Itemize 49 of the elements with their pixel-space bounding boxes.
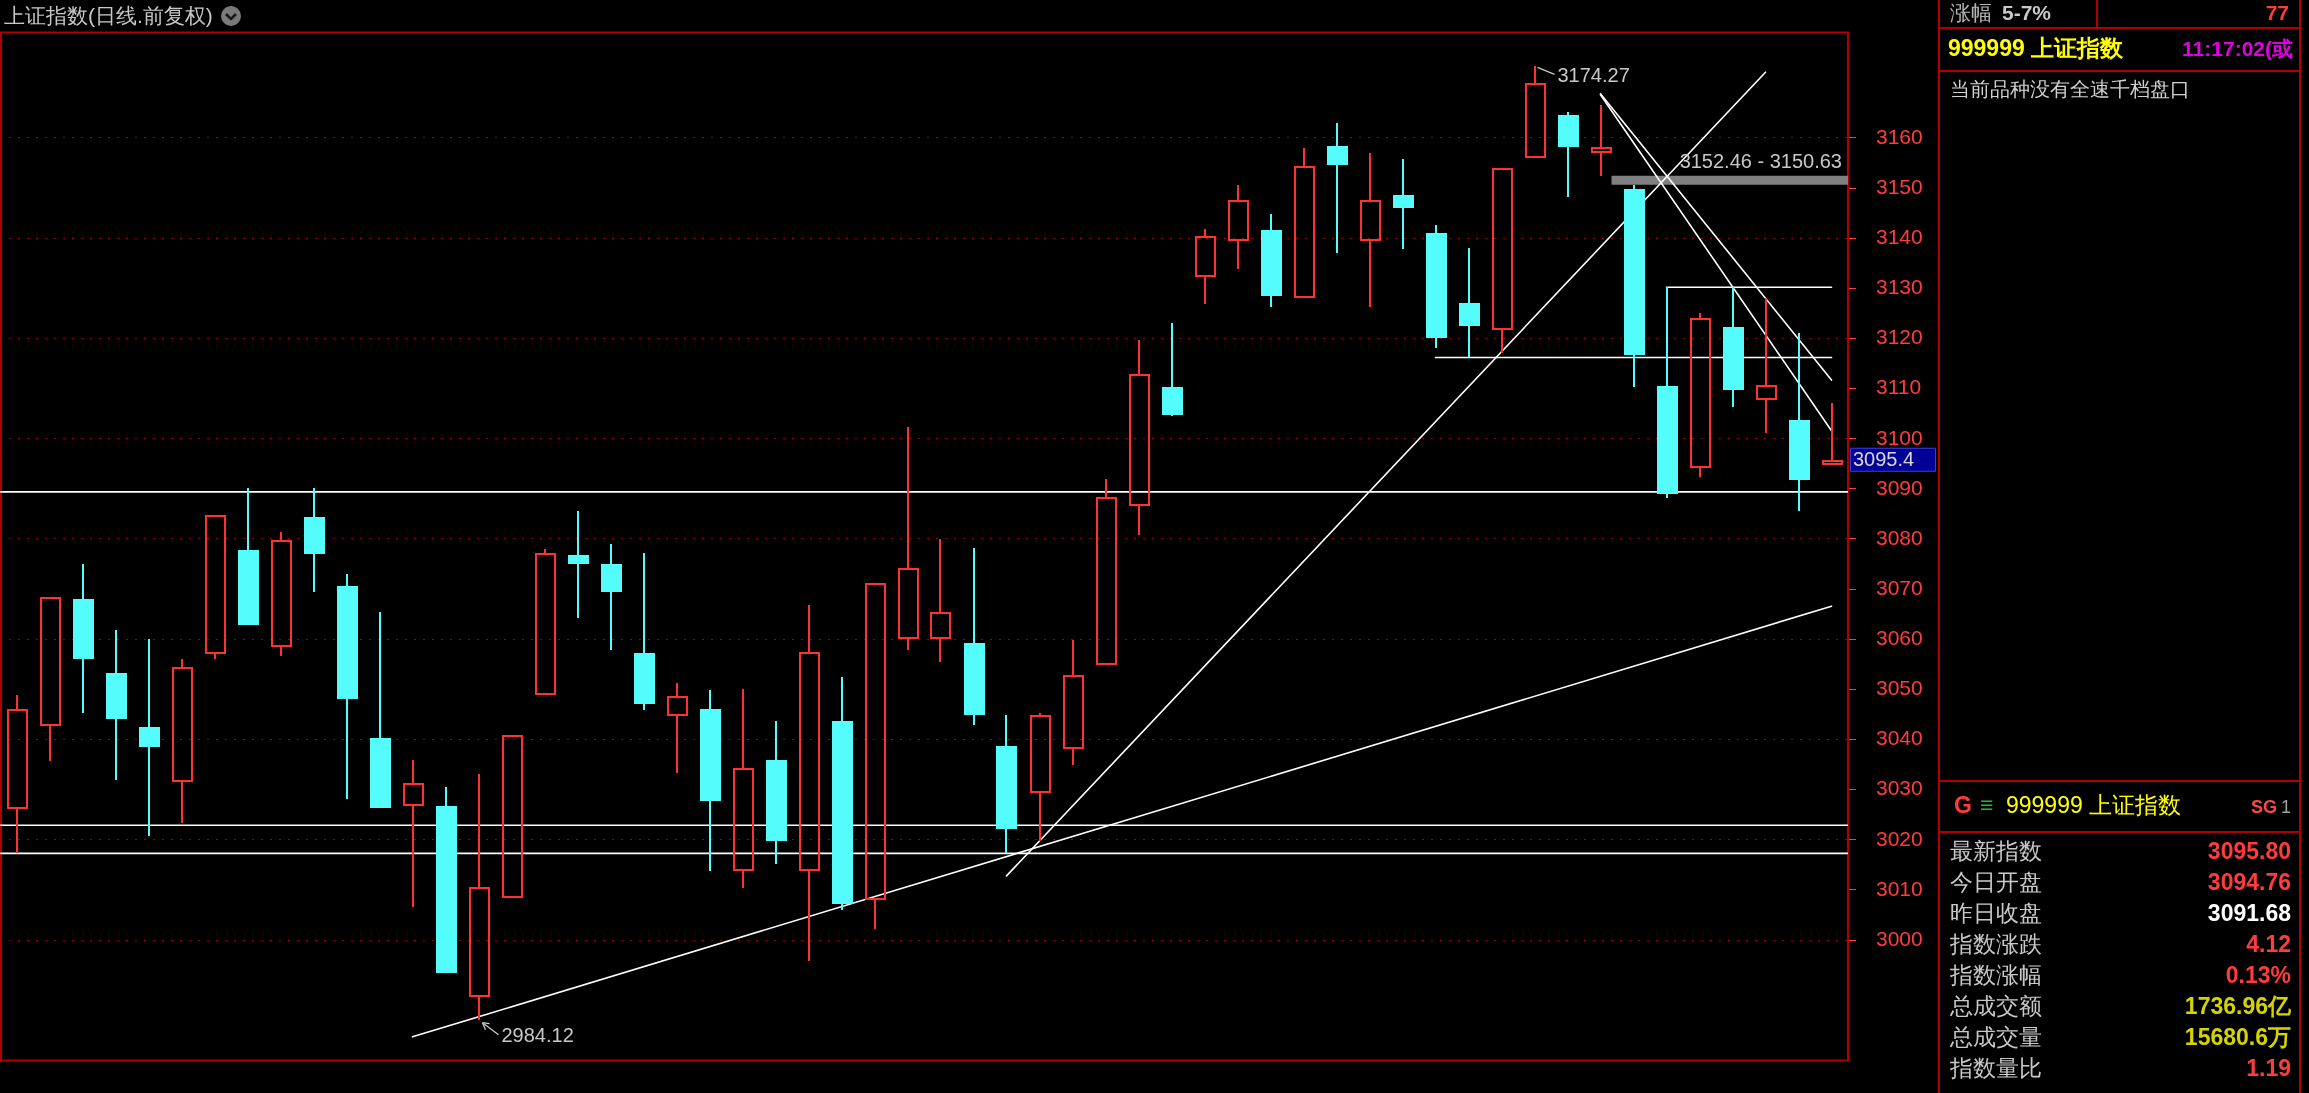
y-tick-label: 3030 [1876,776,1923,800]
text: 15680.6万 [2184,1024,2291,1051]
annotation: 2984.12 [501,1024,574,1047]
y-tick-label: 3090 [1876,475,1923,499]
y-tick-label: 3000 [1876,926,1923,950]
y-tick-label: 3130 [1876,275,1923,299]
text: 3091.68 [2207,900,2291,927]
text: 最新指数 [1950,838,2042,865]
text: SG [2250,797,2277,818]
text: 1.19 [2246,1055,2291,1082]
text: 1736.96亿 [2184,993,2291,1020]
text: G [1954,792,1972,819]
text: 3095.4 [1853,448,1915,471]
y-tick-label: 3140 [1876,224,1923,248]
annotation: 3174.27 [1557,63,1630,86]
text: 11:17:02(或 [2182,37,2293,62]
y-tick-label: 3110 [1876,375,1922,399]
text: 5-7% [2002,1,2052,26]
chart-title: 上证指数(日线.前复权) [4,3,213,29]
y-tick-label: 3160 [1876,124,1923,148]
text: 3094.76 [2207,869,2291,896]
y-tick-label: 3120 [1876,325,1923,349]
y-tick-label: 3080 [1876,525,1923,549]
y-tick-label: 3070 [1876,575,1923,599]
text: 指数涨幅 [1950,962,2042,989]
y-tick-label: 3060 [1876,626,1923,650]
y-tick-label: 3040 [1876,726,1923,750]
text: 涨幅 [1950,1,1992,26]
text: 999999 上证指数 [1948,35,2124,62]
text: 999999 上证指数 [2006,792,2182,819]
text: 总成交额 [1950,993,2042,1020]
text: ≡ [1980,792,1994,819]
text: 指数涨跌 [1950,931,2042,958]
y-tick-label: 3050 [1876,676,1923,700]
text: 4.12 [2246,931,2291,958]
text: 77 [2265,1,2289,26]
text: 0.13% [2225,962,2291,989]
y-tick-label: 3020 [1876,826,1923,850]
y-tick-label: 3010 [1876,876,1923,900]
y-tick-label: 3150 [1876,174,1923,198]
text: 当前品种没有全速千档盘口 [1950,78,2190,101]
text: 1 [2280,797,2291,818]
text: 总成交量 [1950,1024,2042,1051]
text: 今日开盘 [1950,869,2042,896]
text: 指数量比 [1950,1055,2042,1082]
y-tick-label: 3100 [1876,425,1923,449]
text: 3095.80 [2207,838,2291,865]
text: 昨日收盘 [1950,900,2042,927]
band-label: 3152.46 - 3150.63 [1679,150,1842,173]
